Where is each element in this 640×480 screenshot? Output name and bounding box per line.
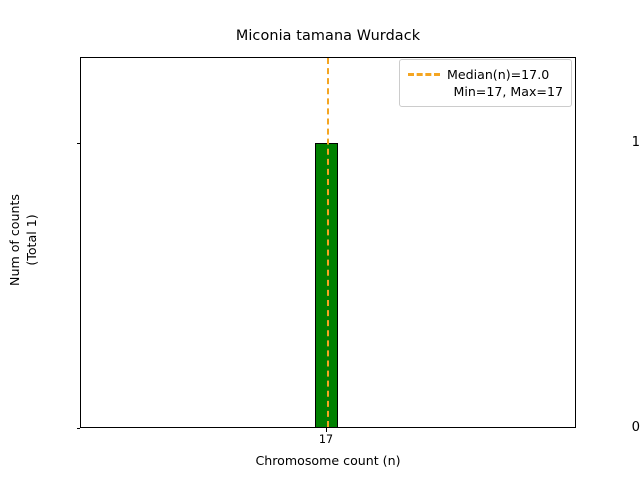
median-line xyxy=(327,58,329,427)
y-tick-label-0: 0 xyxy=(631,420,640,435)
legend-dashed-line-icon xyxy=(408,73,440,76)
y-tick-mark-1 xyxy=(76,143,80,144)
x-tick-label-17: 17 xyxy=(318,433,334,446)
bar-17[interactable] xyxy=(315,143,338,427)
plot-area xyxy=(80,57,576,428)
y-tick-label-1: 1 xyxy=(631,135,640,150)
legend-item-minmax: Min=17, Max=17 xyxy=(408,83,563,100)
chart-title: Miconia tamana Wurdack xyxy=(235,28,421,44)
y-axis-label-container: Num of counts (Total 1) xyxy=(0,0,46,480)
legend: Median(n)=17.0 Min=17, Max=17 xyxy=(399,59,572,107)
y-axis-label-line1: Num of counts xyxy=(7,194,22,286)
x-tick-mark-17 xyxy=(326,428,327,432)
y-axis-label: Num of counts (Total 1) xyxy=(6,194,40,286)
y-axis-label-line2: (Total 1) xyxy=(24,214,39,266)
legend-label-median: Median(n)=17.0 xyxy=(447,67,550,82)
x-axis-label: Chromosome count (n) xyxy=(255,453,401,468)
y-tick-mark-0 xyxy=(76,428,80,429)
legend-item-median: Median(n)=17.0 xyxy=(408,66,563,83)
legend-label-minmax: Min=17, Max=17 xyxy=(453,84,563,99)
